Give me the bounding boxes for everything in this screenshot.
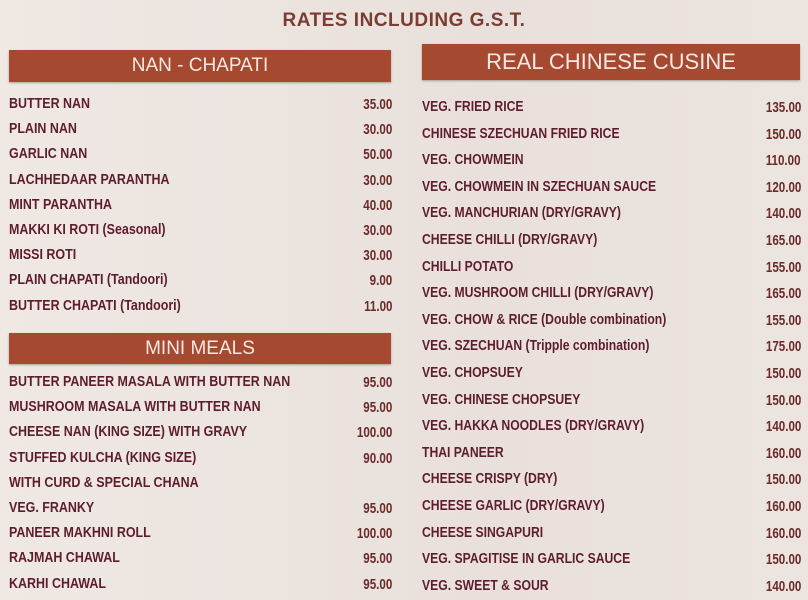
- item-name: GARLIC NAN: [9, 146, 88, 163]
- item-name: VEG. MUSHROOM CHILLI (DRY/GRAVY): [422, 285, 654, 302]
- item-price: 110.00: [766, 153, 801, 170]
- item-name: VEG. FRIED RICE: [422, 99, 524, 115]
- item-price: 175.00: [765, 339, 801, 356]
- item-name: VEG. FRANKY: [9, 500, 95, 516]
- item-price: 140.00: [765, 206, 801, 223]
- item-name: MUSHROOM MASALA WITH BUTTER NAN: [9, 399, 261, 416]
- item-price: 95.00: [362, 576, 392, 593]
- item-price: 140.00: [765, 578, 801, 595]
- item-name: VEG. SWEET & SOUR: [422, 577, 549, 594]
- item-price: 150.00: [765, 392, 801, 409]
- item-name: VEG. SZECHUAN (Tripple combination): [422, 338, 650, 355]
- item-price: 150.00: [765, 126, 801, 143]
- item-price: 155.00: [765, 259, 801, 276]
- item-price: 95.00: [362, 400, 392, 417]
- item-name: BUTTER CHAPATI (Tandoori): [9, 297, 181, 314]
- item-name: CHEESE CHILLI (DRY/GRAVY): [422, 232, 598, 248]
- item-price: 35.00: [362, 97, 392, 113]
- item-name: PLAIN NAN: [9, 121, 77, 138]
- item-name: VEG. CHOPSUEY: [422, 365, 523, 381]
- item-price: 30.00: [362, 172, 392, 189]
- item-name: LACHHEDAAR PARANTHA: [9, 171, 170, 188]
- item-price: 100.00: [356, 425, 392, 442]
- item-price: 160.00: [765, 445, 801, 462]
- item-price: 90.00: [362, 450, 392, 467]
- item-price: 9.00: [369, 273, 392, 290]
- item-price: 40.00: [362, 197, 392, 214]
- section-header: REAL CHINESE CUSINE: [422, 44, 800, 80]
- item-name: VEG. CHOWMEIN: [422, 152, 524, 169]
- item-name: CHEESE CRISPY (DRY): [422, 471, 558, 488]
- item-price: 135.00: [765, 100, 801, 116]
- page-title: RATES INCLUDING G.S.T.: [282, 10, 526, 31]
- item-name: CHEESE GARLIC (DRY/GRAVY): [422, 498, 605, 514]
- item-name: VEG. SPAGITISE IN GARLIC SAUCE: [422, 551, 631, 568]
- item-price: 165.00: [765, 233, 801, 249]
- item-name: VEG. MANCHURIAN (DRY/GRAVY): [422, 205, 621, 222]
- item-price: 95.00: [362, 551, 392, 568]
- item-name: CHEESE NAN (KING SIZE) WITH GRAVY: [9, 424, 248, 441]
- item-price: 95.00: [362, 501, 392, 517]
- item-name: PLAIN CHAPATI (Tandoori): [9, 272, 168, 289]
- item-name: VEG. CHOW & RICE (Double combination): [422, 311, 667, 328]
- item-price: 150.00: [765, 552, 801, 569]
- item-name: CHEESE SINGAPURI: [422, 524, 544, 541]
- item-name: VEG. CHINESE CHOPSUEY: [422, 391, 581, 408]
- section-header: NAN - CHAPATI: [9, 50, 391, 82]
- item-price: 30.00: [362, 248, 392, 265]
- item-price: 30.00: [362, 223, 392, 239]
- item-name: CHILLI POTATO: [422, 258, 514, 275]
- item-name: STUFFED KULCHA (KING SIZE): [9, 449, 197, 466]
- item-price: 165.00: [765, 286, 801, 303]
- item-price: 100.00: [356, 526, 392, 543]
- item-price: 11.00: [363, 298, 392, 315]
- item-price: 160.00: [765, 499, 801, 515]
- item-name: THAI PANEER: [422, 444, 504, 461]
- item-price: 120.00: [765, 179, 801, 196]
- item-price: 150.00: [765, 472, 801, 489]
- item-price: 140.00: [765, 419, 801, 436]
- item-name: MINT PARANTHA: [9, 196, 112, 213]
- item-name: BUTTER NAN: [9, 96, 91, 112]
- item-name: BUTTER PANEER MASALA WITH BUTTER NAN: [9, 374, 291, 390]
- item-name: KARHI CHAWAL: [9, 575, 106, 592]
- item-price: 160.00: [765, 525, 801, 542]
- item-name: CHINESE SZECHUAN FRIED RICE: [422, 125, 620, 142]
- item-price: 155.00: [765, 312, 801, 329]
- item-name: MISSI ROTI: [9, 247, 77, 264]
- item-price: 30.00: [362, 122, 392, 139]
- item-name: MAKKI KI ROTI (Seasonal): [9, 222, 166, 238]
- item-name: RAJMAH CHAWAL: [9, 550, 120, 567]
- item-price: 95.00: [362, 375, 392, 391]
- item-name: VEG. CHOWMEIN IN SZECHUAN SAUCE: [422, 178, 657, 195]
- item-price: 150.00: [765, 366, 801, 382]
- item-name: VEG. HAKKA NOODLES (DRY/GRAVY): [422, 418, 645, 435]
- item-price: 50.00: [362, 147, 392, 164]
- item-name: PANEER MAKHNI ROLL: [9, 525, 151, 542]
- section-header: MINI MEALS: [9, 333, 391, 364]
- item-name: WITH CURD & SPECIAL CHANA: [9, 474, 199, 491]
